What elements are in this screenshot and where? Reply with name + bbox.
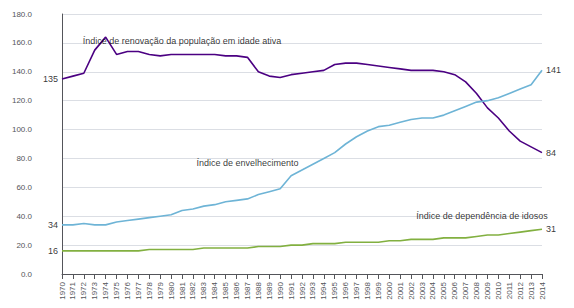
svg-text:120.0: 120.0	[12, 96, 33, 105]
svg-text:20.0: 20.0	[16, 241, 32, 250]
svg-text:135: 135	[43, 74, 58, 84]
svg-text:1997: 1997	[352, 281, 361, 299]
svg-text:1993: 1993	[308, 281, 317, 299]
svg-text:160.0: 160.0	[12, 38, 33, 47]
svg-text:1978: 1978	[145, 281, 154, 299]
svg-text:31: 31	[546, 224, 556, 234]
svg-text:1986: 1986	[232, 281, 241, 299]
svg-text:2012: 2012	[516, 281, 525, 299]
svg-text:1984: 1984	[210, 281, 219, 299]
svg-text:2003: 2003	[418, 281, 427, 299]
svg-text:1975: 1975	[112, 281, 121, 299]
svg-text:1976: 1976	[123, 281, 132, 299]
svg-text:1971: 1971	[68, 281, 77, 299]
svg-text:2009: 2009	[483, 281, 492, 299]
svg-text:2011: 2011	[505, 281, 514, 299]
svg-text:2006: 2006	[450, 281, 459, 299]
svg-text:1995: 1995	[330, 281, 339, 299]
svg-text:100.0: 100.0	[12, 125, 33, 134]
svg-text:1996: 1996	[341, 281, 350, 299]
svg-text:1972: 1972	[79, 281, 88, 299]
svg-text:2014: 2014	[538, 281, 547, 299]
svg-text:2000: 2000	[385, 281, 394, 299]
svg-text:1999: 1999	[374, 281, 383, 299]
svg-text:1990: 1990	[276, 281, 285, 299]
svg-text:2004: 2004	[428, 281, 437, 299]
svg-text:1977: 1977	[134, 281, 143, 299]
svg-text:1985: 1985	[221, 281, 230, 299]
svg-text:1979: 1979	[156, 281, 165, 299]
svg-text:141: 141	[546, 65, 561, 75]
svg-text:2013: 2013	[527, 281, 536, 299]
svg-text:Índice de envelhecimento: Índice de envelhecimento	[196, 158, 298, 168]
svg-text:1991: 1991	[287, 281, 296, 299]
svg-text:1974: 1974	[101, 281, 110, 299]
svg-text:1982: 1982	[188, 281, 197, 299]
svg-text:1988: 1988	[254, 281, 263, 299]
svg-text:Índice de renovação da populaç: Índice de renovação da população em idad…	[83, 36, 282, 46]
svg-text:1970: 1970	[58, 281, 67, 299]
svg-text:1983: 1983	[199, 281, 208, 299]
svg-text:2001: 2001	[396, 281, 405, 299]
svg-text:60.0: 60.0	[16, 183, 32, 192]
svg-text:140.0: 140.0	[12, 67, 33, 76]
svg-text:1987: 1987	[243, 281, 252, 299]
svg-text:1989: 1989	[265, 281, 274, 299]
svg-text:1992: 1992	[298, 281, 307, 299]
svg-text:16: 16	[48, 246, 58, 256]
svg-text:1981: 1981	[178, 281, 187, 299]
svg-text:34: 34	[48, 220, 58, 230]
svg-text:1998: 1998	[363, 281, 372, 299]
svg-text:2005: 2005	[439, 281, 448, 299]
svg-text:80.0: 80.0	[16, 154, 32, 163]
svg-text:0.0: 0.0	[21, 270, 33, 279]
svg-text:40.0: 40.0	[16, 212, 32, 221]
svg-text:1973: 1973	[90, 281, 99, 299]
svg-text:2007: 2007	[461, 281, 470, 299]
svg-text:1980: 1980	[167, 281, 176, 299]
svg-text:2008: 2008	[472, 281, 481, 299]
svg-text:180.0: 180.0	[12, 10, 33, 19]
svg-text:2002: 2002	[407, 281, 416, 299]
svg-text:2010: 2010	[494, 281, 503, 299]
svg-text:Índice de dependência de idoso: Índice de dependência de idosos	[416, 211, 548, 221]
svg-text:84: 84	[546, 148, 556, 158]
svg-text:1994: 1994	[319, 281, 328, 299]
